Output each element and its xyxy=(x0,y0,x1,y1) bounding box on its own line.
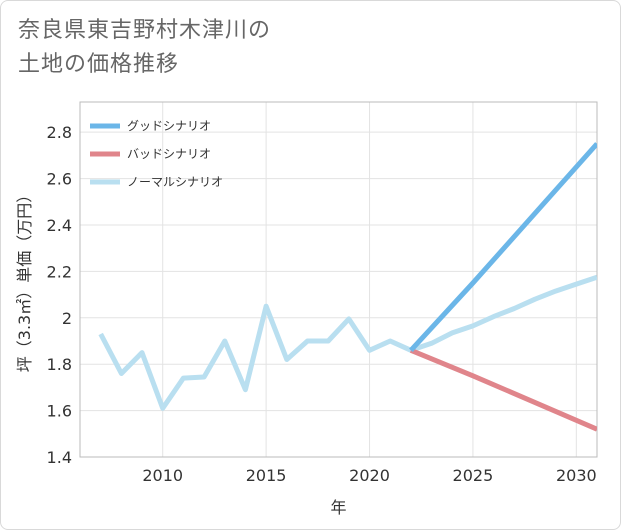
chart-title: 奈良県東吉野村木津川の 土地の価格推移 xyxy=(18,14,378,82)
y-tick-label: 2.4 xyxy=(47,216,72,235)
tick-labels: 2010 2015 2020 2025 2030 1.4 1.6 1.8 2 2.2 2.4 2.6 2… xyxy=(47,123,597,485)
y-tick-label: 2.6 xyxy=(47,170,72,189)
legend-label-2: ノーマルシナリオ xyxy=(127,175,223,189)
series-line-1 xyxy=(409,347,597,432)
series-line-2 xyxy=(98,274,597,411)
series-lines xyxy=(98,142,597,432)
y-tick-label: 2 xyxy=(62,309,72,328)
chart-title-line-2: 土地の価格推移 xyxy=(18,52,180,77)
y-tick-label: 2.8 xyxy=(47,123,72,142)
x-tick-label: 2020 xyxy=(349,466,390,485)
y-tick-label: 2.2 xyxy=(47,262,72,281)
x-tick-label: 2030 xyxy=(556,466,597,485)
x-tick-label: 2010 xyxy=(142,466,183,485)
chart-title-line-1: 奈良県東吉野村木津川の xyxy=(18,18,272,43)
y-tick-label: 1.6 xyxy=(47,402,72,421)
legend-label-1: バッドシナリオ xyxy=(127,147,211,161)
y-tick-label: 1.4 xyxy=(47,448,72,467)
y-axis-title: 坪（3.3㎡）単価（万円） xyxy=(15,187,34,372)
x-tick-label: 2025 xyxy=(453,466,494,485)
series-line-0 xyxy=(409,142,597,352)
legend-label-0: グッドシナリオ xyxy=(127,119,211,133)
y-tick-label: 1.8 xyxy=(47,355,72,374)
x-tick-label: 2015 xyxy=(246,466,287,485)
x-axis-title: 年 xyxy=(330,498,346,517)
